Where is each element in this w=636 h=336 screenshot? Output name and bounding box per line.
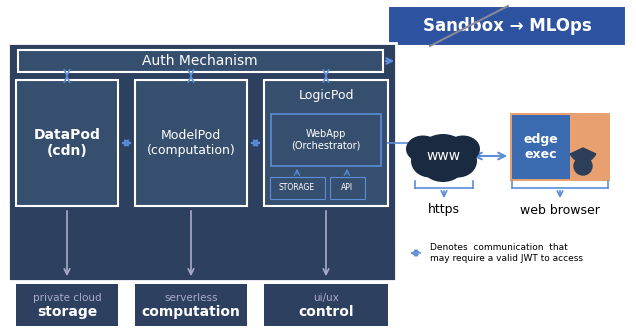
Ellipse shape [417, 134, 469, 178]
Text: private cloud: private cloud [32, 293, 101, 303]
FancyBboxPatch shape [135, 80, 247, 206]
Ellipse shape [439, 144, 477, 177]
Circle shape [574, 157, 592, 175]
FancyBboxPatch shape [16, 284, 118, 326]
Text: Denotes  communication  that
may require a valid JWT to access: Denotes communication that may require a… [430, 243, 583, 263]
Text: storage: storage [37, 305, 97, 319]
FancyBboxPatch shape [512, 115, 570, 179]
FancyBboxPatch shape [264, 284, 388, 326]
FancyBboxPatch shape [330, 177, 365, 199]
FancyBboxPatch shape [8, 43, 396, 281]
Text: WebApp
(Orchestrator): WebApp (Orchestrator) [291, 129, 361, 151]
FancyBboxPatch shape [18, 50, 383, 72]
Text: Sandbox → MLOps: Sandbox → MLOps [423, 17, 591, 35]
Text: Auth Mechanism: Auth Mechanism [142, 54, 258, 68]
Text: control: control [298, 305, 354, 319]
Text: serverless: serverless [164, 293, 218, 303]
FancyBboxPatch shape [510, 113, 610, 181]
Text: edge
exec: edge exec [523, 133, 558, 161]
Text: LogicPod: LogicPod [298, 89, 354, 102]
FancyBboxPatch shape [264, 80, 388, 206]
Ellipse shape [423, 154, 463, 182]
Ellipse shape [446, 135, 480, 163]
Text: ModelPod
(computation): ModelPod (computation) [147, 129, 235, 157]
Ellipse shape [411, 144, 449, 177]
Text: ui/ux: ui/ux [313, 293, 339, 303]
FancyBboxPatch shape [271, 114, 381, 166]
Text: API: API [341, 183, 353, 193]
Wedge shape [570, 148, 596, 162]
Text: web browser: web browser [520, 204, 600, 216]
FancyBboxPatch shape [16, 80, 118, 206]
Text: DataPod
(cdn): DataPod (cdn) [34, 128, 100, 158]
FancyBboxPatch shape [388, 6, 626, 46]
Text: STORAGE: STORAGE [279, 183, 315, 193]
FancyBboxPatch shape [270, 177, 325, 199]
Text: https: https [428, 204, 460, 216]
Text: www: www [426, 149, 460, 163]
FancyBboxPatch shape [135, 284, 247, 326]
Text: computation: computation [142, 305, 240, 319]
Ellipse shape [406, 135, 440, 163]
